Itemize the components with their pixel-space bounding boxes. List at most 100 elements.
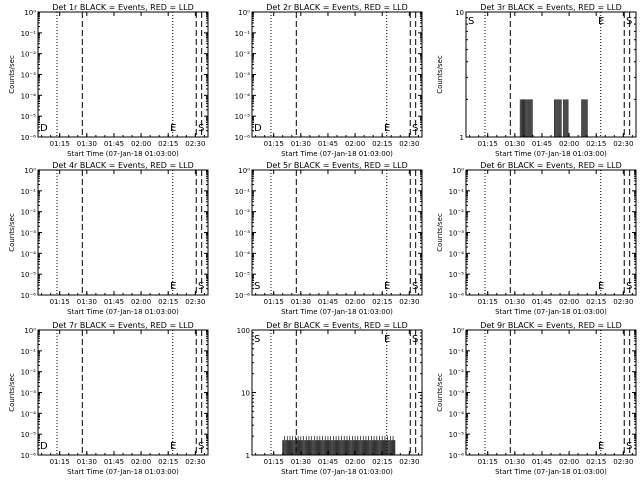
y-tick-label: 10⁰ [452,327,464,335]
y-axis-label: Counts/sec [8,213,16,252]
x-axis-label: Start Time (07-Jan-18 01:03:00) [495,468,607,476]
panel-title: Det 6r BLACK = Events, RED = LLD [480,161,622,170]
x-tick-label: 01:15 [50,140,70,148]
x-tick-label: 01:30 [77,140,97,148]
y-axis-label: Counts/sec [8,55,16,94]
x-tick-label: 02:00 [131,140,151,148]
y-tick-label: 10⁻⁵ [235,113,251,121]
panel-4: Det 4r BLACK = Events, RED = LLD 10⁻⁶ 10⁻⁵… [8,161,209,316]
y-tick-label: 10⁰ [24,327,36,335]
marker-s: S [412,334,418,345]
x-axis-label: Start Time (07-Jan-18 01:03:00) [281,468,393,476]
y-tick-label: 10⁻² [235,209,251,217]
x-tick-label: 01:15 [264,140,284,148]
marker-e: E [170,281,176,292]
panel-7: Det 7r BLACK = Events, RED = LLD 10⁻⁶ 10⁻⁵… [8,321,209,476]
y-tick-label: 10⁻⁵ [449,271,465,279]
x-tick-label: 01:15 [50,458,70,466]
y-tick-label: 10⁻¹ [449,188,465,196]
x-tick-label: 02:15 [586,458,606,466]
x-tick-label: 01:45 [532,458,552,466]
x-tick-label: 02:30 [185,140,205,148]
x-tick-label: 01:15 [264,458,284,466]
marker-d: D [40,441,48,452]
y-axis-label: Counts/sec [8,373,16,412]
y-tick-label: 10⁻⁵ [21,431,37,439]
panel-title: Det 5r BLACK = Events, RED = LLD [266,161,408,170]
panel-5: Det 5r BLACK = Events, RED = LLD 10⁻⁶ 10⁻⁵… [235,161,423,316]
y-tick-label: 10⁻⁴ [235,92,251,100]
y-tick-label: 10⁻⁶ [235,292,251,300]
x-tick-label: 02:30 [399,140,419,148]
x-tick-label: 02:15 [158,140,178,148]
y-tick-label: 10⁻¹ [21,30,37,38]
y-tick-label: 10⁻¹ [21,348,37,356]
y-axis-label: Counts/sec [436,55,444,94]
y-tick-label: 10⁰ [24,167,36,175]
x-tick-label: 01:15 [478,298,498,306]
x-tick-label: 02:15 [158,298,178,306]
panel-3: Det 3r BLACK = Events, RED = LLD 1 10 Count… [436,3,637,158]
x-tick-label: 02:00 [345,298,365,306]
marker-e: E [384,123,390,134]
x-tick-label: 02:00 [345,140,365,148]
panel-title: Det 8r BLACK = Events, RED = LLD [266,321,408,330]
x-tick-label: 02:15 [158,458,178,466]
plot-frame [37,329,209,456]
panel-title: Det 2r BLACK = Events, RED = LLD [266,3,408,12]
y-tick-label: 10⁻³ [449,230,465,238]
panel-1: Det 1r BLACK = Events, RED = LLD 10⁻⁶ 10⁻⁵… [8,3,209,158]
marker-s: S [412,281,418,292]
y-tick-label: 10⁻² [235,51,251,59]
y-tick-label: 10⁻³ [235,72,251,80]
marker-s: S [412,123,418,134]
y-tick-label: 10⁻¹ [449,348,465,356]
y-tick-label: 10⁻² [21,209,37,217]
x-tick-label: 01:30 [291,140,311,148]
y-tick-label: 10⁻³ [21,72,37,80]
y-tick-label: 10⁻⁶ [449,452,465,460]
marker-s: S [626,281,632,292]
x-tick-label: 02:00 [131,458,151,466]
y-tick-label: 10⁻² [21,369,37,377]
marker-s: S [626,16,632,27]
panel-title: Det 4r BLACK = Events, RED = LLD [52,161,194,170]
marker-d: D [254,123,262,134]
x-tick-label: 01:45 [104,140,124,148]
y-tick-label: 10⁰ [452,167,464,175]
y-tick-label: 10⁻³ [21,230,37,238]
y-tick-label: 10⁻⁴ [21,410,37,418]
panel-6: Det 6r BLACK = Events, RED = LLD 10⁻⁶ 10⁻⁵… [436,161,637,316]
panel-9: Det 9r BLACK = Events, RED = LLD 10⁻⁶ 10⁻⁵… [436,321,637,476]
plot-frame [465,11,637,138]
marker-s: S [254,281,260,292]
marker-e: E [598,281,604,292]
y-axis-label: Counts/sec [436,213,444,252]
x-tick-label: 02:15 [372,458,392,466]
y-tick-label: 10⁻⁴ [21,92,37,100]
panel-title: Det 1r BLACK = Events, RED = LLD [52,3,194,12]
panel-2: Det 2r BLACK = Events, RED = LLD 10⁻⁶ 10⁻⁵… [235,3,423,158]
y-tick-label: 10⁻⁵ [21,113,37,121]
x-axis-label: Start Time (07-Jan-18 01:03:00) [495,308,607,316]
plot-frame [37,169,209,296]
marker-e: E [384,281,390,292]
x-axis-label: Start Time (07-Jan-18 01:03:00) [67,150,179,158]
x-tick-label: 02:30 [185,298,205,306]
x-tick-label: 02:30 [613,298,633,306]
x-tick-label: 01:30 [77,298,97,306]
y-tick-label: 10⁻³ [449,390,465,398]
y-tick-label: 10⁻⁶ [21,452,37,460]
marker-s: S [468,16,474,27]
marker-s: S [198,441,204,452]
marker-e: E [170,123,176,134]
y-tick-label: 10⁻⁴ [21,250,37,258]
x-tick-label: 02:00 [559,140,579,148]
x-tick-label: 01:45 [532,298,552,306]
y-tick-label: 10⁻⁵ [21,271,37,279]
y-tick-label: 10⁻⁶ [21,292,37,300]
x-tick-label: 02:15 [586,298,606,306]
y-tick-label: 10⁰ [238,9,250,17]
panel-title: Det 7r BLACK = Events, RED = LLD [52,321,194,330]
x-tick-label: 01:30 [505,458,525,466]
